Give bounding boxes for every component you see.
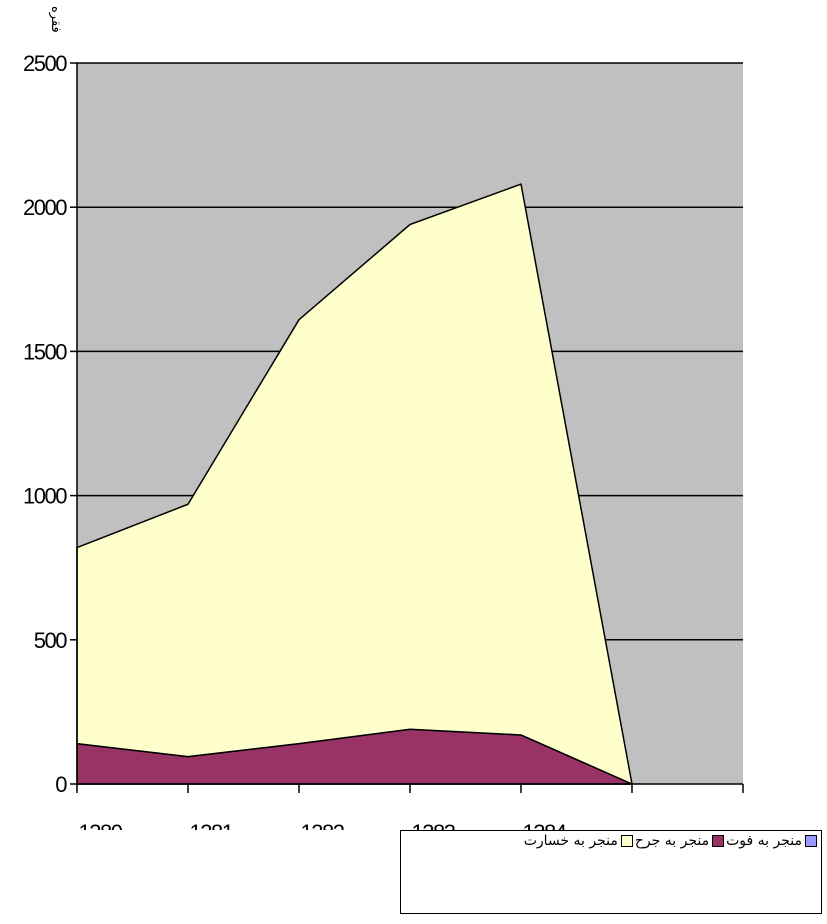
y-axis-label: فقره bbox=[48, 6, 63, 33]
x-tick-label: 1382 bbox=[301, 820, 345, 830]
legend-label: منجر به خسارت bbox=[523, 833, 618, 849]
series-area-3 bbox=[76, 183, 633, 785]
legend-item: منجر به خسارت bbox=[524, 833, 633, 849]
x-tick-labels: 1380 1381 1382 1383 1384 bbox=[79, 820, 569, 830]
y-tick-label: 2500 bbox=[23, 51, 67, 76]
y-tick-label: 1500 bbox=[23, 339, 67, 364]
axes bbox=[70, 62, 744, 793]
x-tick-label: 1383 bbox=[412, 820, 456, 830]
legend-swatch bbox=[712, 835, 725, 847]
x-tick-label: 1384 bbox=[523, 820, 567, 830]
legend: منجر به فوت منجر به جرح منجر به خسارت bbox=[400, 830, 822, 914]
legend-item: منجر به فوت bbox=[726, 833, 817, 849]
y-tick-label: 2000 bbox=[23, 195, 67, 220]
legend-swatch bbox=[805, 835, 817, 847]
y-tick-label: 500 bbox=[34, 628, 67, 653]
x-tick-label: 1380 bbox=[79, 820, 123, 830]
legend-label: منجر به جرح bbox=[634, 833, 710, 849]
y-tick-label: 0 bbox=[55, 772, 67, 797]
y-tick-labels: 0 500 1000 1500 2000 2500 bbox=[23, 51, 69, 797]
x-tick-label: 1381 bbox=[190, 820, 234, 830]
y-tick-label: 1000 bbox=[23, 484, 67, 509]
legend-swatch bbox=[620, 835, 633, 847]
legend-item: منجر به جرح bbox=[634, 833, 725, 849]
legend-row: منجر به فوت منجر به جرح منجر به خسارت bbox=[522, 833, 817, 849]
legend-label: منجر به فوت bbox=[726, 833, 802, 849]
